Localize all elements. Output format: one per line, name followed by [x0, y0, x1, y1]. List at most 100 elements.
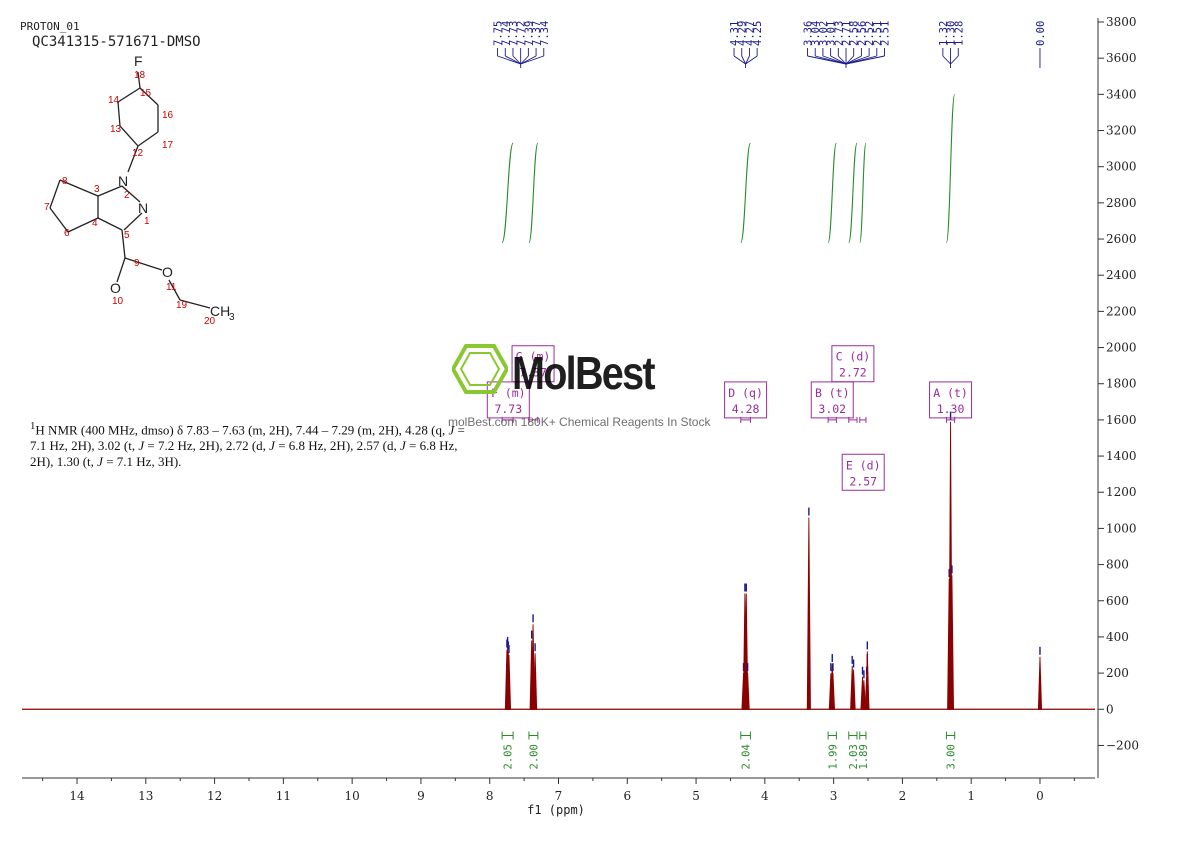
peak-ppm-label: 4.29: [737, 21, 749, 46]
x-tick-label: 0: [1036, 789, 1044, 803]
watermark-logo: MolBest: [512, 347, 656, 399]
nmr-text-part5: = 6.8 Hz, 2H), 1.30 (t,: [30, 438, 458, 470]
peak-ppm-label: 7.34: [539, 21, 551, 46]
nmr-text-sup: 1: [30, 420, 36, 432]
multiplet-name: G (m): [516, 350, 551, 364]
y-tick-label: 3200: [1106, 124, 1137, 138]
spectrum-peak: [861, 680, 866, 710]
peak-ppm-label: 7.37: [531, 21, 543, 46]
y-tick-label: 2400: [1106, 268, 1137, 282]
peak-ppm-label: 2.71: [841, 21, 853, 46]
mol-num-3: 3: [94, 184, 100, 195]
multiplet-value: 7.73: [494, 402, 522, 416]
mol-num-13: 13: [110, 124, 122, 135]
multiplet-name: B (t): [815, 386, 850, 400]
multiplet-value: 4.28: [732, 402, 760, 416]
peak-ppm-label: 7.74: [500, 21, 512, 46]
x-axis-label: f1 (ppm): [527, 803, 585, 817]
mol-atom-ch: CH: [210, 303, 230, 319]
spectrum-peak: [865, 651, 870, 710]
integral-curve: [945, 93, 956, 244]
integral-value: 2.05: [503, 744, 515, 769]
spectrum-peak: [806, 517, 811, 710]
y-tick-label: 3800: [1106, 15, 1137, 29]
peak-ppm-label: 2.51: [872, 21, 884, 46]
peak-ppm-label: 1.32: [938, 21, 950, 46]
mol-atom-n2: N: [118, 173, 128, 189]
nmr-assignment-text: 1H NMR (400 MHz, dmso) δ 7.83 – 7.63 (m,…: [30, 418, 470, 470]
peak-ppm-label: 3.04: [810, 21, 822, 46]
peak-label-connector: [822, 55, 847, 65]
mol-atom-o11: O: [162, 264, 173, 280]
multiplet-name: A (t): [933, 386, 968, 400]
mol-num-9: 9: [134, 258, 140, 269]
integral-value: 2.03: [848, 744, 860, 769]
multiplet-name: C (d): [836, 350, 871, 364]
x-tick-label: 2: [899, 789, 907, 803]
mol-atom-n1: N: [138, 200, 148, 216]
peak-ppm-label: 4.31: [729, 21, 741, 46]
peak-label-connector: [950, 55, 959, 65]
watermark-text: molBest.com 180K+ Chemical Reagents In S…: [448, 415, 711, 429]
peak-label-connector: [830, 55, 847, 65]
peak-label-connector: [745, 55, 750, 65]
mol-num-11: 11: [166, 282, 177, 293]
integral-value: 3.00: [946, 744, 958, 769]
multiplet-value: 2.72: [839, 366, 867, 380]
peak-ppm-label: 1.30: [946, 21, 958, 46]
mol-num-14: 14: [108, 95, 120, 106]
mol-num-7: 7: [44, 202, 50, 213]
mol-num-19: 19: [176, 300, 188, 311]
peak-label-connector: [505, 55, 521, 65]
nmr-text-part4: = 6.8 Hz, 2H), 2.57 (d,: [274, 438, 400, 454]
mol-num-2: 2: [124, 190, 130, 201]
nmr-text-j4: J: [399, 438, 406, 454]
mol-num-12: 12: [132, 148, 144, 159]
integral-value: 2.00: [528, 744, 540, 769]
y-tick-label: 1200: [1106, 485, 1137, 499]
mol-num-18: 18: [134, 70, 146, 81]
nmr-text-part6: = 7.1 Hz, 3H).: [102, 454, 182, 470]
peak-label-connector: [942, 55, 951, 65]
peak-label-connector: [845, 55, 855, 65]
peak-label-connector: [520, 55, 529, 65]
integral-curve: [827, 142, 837, 244]
x-tick-label: 1: [967, 789, 975, 803]
peak-ppm-label: 7.39: [523, 21, 535, 46]
x-tick-label: 11: [276, 789, 291, 803]
multiplet-name: E (d): [846, 458, 881, 472]
multiplet-name: D (q): [728, 386, 763, 400]
peak-ppm-label: 2.51: [880, 21, 892, 46]
peak-label-connector: [520, 55, 544, 65]
peak-label-connector: [733, 55, 746, 65]
peak-label-connector: [741, 55, 746, 65]
x-tick-label: 5: [692, 789, 700, 803]
y-tick-label: 800: [1106, 558, 1129, 572]
nmr-text-j5: J: [97, 454, 103, 470]
peak-ppm-label: 7.75: [493, 21, 505, 46]
multiplet-value: 2.57: [849, 474, 877, 488]
peak-ppm-label: 4.25: [752, 21, 764, 46]
integral-value: 1.99: [827, 744, 839, 769]
x-tick-label: 6: [623, 789, 631, 803]
peak-ppm-label: 4.27: [744, 21, 756, 46]
sample-name: QC341315-571671-DMSO: [32, 34, 201, 50]
integral-curve: [848, 142, 858, 244]
multiplet-box: [841, 453, 885, 491]
y-tick-label: 2600: [1106, 232, 1137, 246]
molbest-hexagon-icon: [452, 344, 508, 394]
x-tick-label: 7: [555, 789, 563, 803]
y-tick-label: 0: [1106, 702, 1114, 716]
spectrum-peak: [851, 669, 856, 710]
mol-num-8: 8: [62, 176, 68, 187]
multiplet-box: [486, 381, 530, 419]
integral-value: 2.04: [741, 744, 753, 769]
peak-label-connector: [845, 55, 885, 65]
spectrum-peak: [1037, 656, 1043, 710]
y-tick-label: 1800: [1106, 377, 1137, 391]
y-tick-label: 400: [1106, 630, 1129, 644]
y-tick-label: 2200: [1106, 304, 1137, 318]
peak-label-connector: [512, 55, 521, 65]
nmr-text-j3: J: [269, 438, 275, 454]
